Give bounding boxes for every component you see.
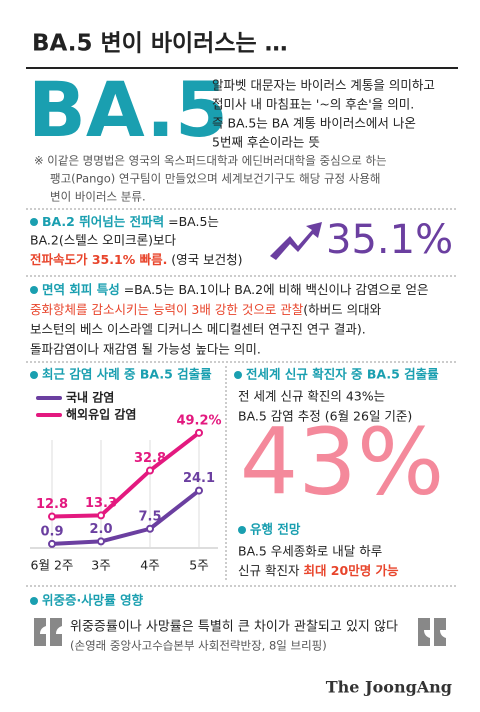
point bbox=[146, 524, 154, 533]
description: 알파벳 대문자는 바이러스 계통을 의미하고 접미사 내 마침표는 '~의 후손… bbox=[212, 78, 435, 150]
note-line: ※ 이같은 명명법은 영국의 옥스퍼드대학과 에딘버러대학을 중심으로 하는 bbox=[34, 154, 387, 168]
note: ※ 이같은 명명법은 영국의 옥스퍼드대학과 에딘버러대학을 중심으로 하는 팽… bbox=[34, 154, 387, 204]
value-label: 12.8 bbox=[36, 497, 68, 512]
value-label: 2.0 bbox=[89, 522, 112, 537]
title: BA.5 변이 바이러스는 … bbox=[32, 31, 288, 57]
rise-arrow bbox=[270, 222, 322, 260]
description-line: 5번째 후손이라는 뜻 bbox=[212, 135, 320, 150]
quote-source: (손영래 중앙사고수습본부 사회전략반장, 8일 브리핑) bbox=[70, 639, 327, 653]
bullet bbox=[234, 371, 242, 379]
description-line: 접미사 내 마침표는 '~의 후손'을 의미. bbox=[212, 97, 414, 112]
point bbox=[97, 511, 105, 520]
value-label: 49.2% bbox=[176, 413, 221, 428]
immune-line: 면역 회피 특성 =BA.5는 BA.1이나 BA.2에 비해 백신이나 감염으… bbox=[42, 282, 429, 297]
chart-title: 최근 감염 사례 중 BA.5 검출률 bbox=[42, 367, 212, 382]
legend-label: 국내 감염 bbox=[66, 390, 114, 405]
highlight: 중화항체를 감소시키는 능력이 3배 강한 것으로 관찰 bbox=[30, 302, 304, 317]
heading: 면역 회피 특성 bbox=[42, 282, 120, 297]
note-line: 변이 바이러스 분류. bbox=[50, 190, 146, 204]
source: (영국 보건청) bbox=[167, 252, 242, 267]
point bbox=[48, 539, 56, 548]
description-line: 즉 BA.5는 BA 계통 바이러스에서 나온 bbox=[212, 116, 416, 131]
lead: =BA.5는 BA.1이나 BA.2에 비해 백신이나 감염으로 얻은 bbox=[120, 282, 429, 297]
value-label: 24.1 bbox=[183, 471, 215, 486]
severity-heading: 위중증·사망률 영향 bbox=[42, 593, 144, 608]
bullet bbox=[238, 526, 246, 534]
global-figure: 43% bbox=[240, 408, 444, 515]
outlook-line: 신규 확진자 최대 20만명 가능 bbox=[238, 563, 399, 578]
global-heading: 전세계 신규 확진자 중 BA.5 검출률 bbox=[246, 367, 439, 382]
point bbox=[195, 486, 203, 495]
bullet bbox=[30, 218, 38, 226]
bullet bbox=[30, 286, 38, 294]
x-tick-label: 5주 bbox=[189, 558, 208, 573]
transmission-figure: 35.1% bbox=[326, 217, 453, 263]
note-line: 팽고(Pango) 연구팀이 만들었으며 세계보건기구도 해당 규정 사용해 bbox=[50, 172, 381, 186]
highlight: 전파속도가 35.1% 빠름. bbox=[30, 252, 167, 267]
legend-label: 해외유입 감염 bbox=[66, 407, 136, 422]
x-tick-label: 6월 2주 bbox=[31, 558, 74, 573]
value-label: 13.3 bbox=[85, 496, 117, 511]
quote: 위중증률이나 사망률은 특별히 큰 차이가 관찰되고 있지 않다 bbox=[70, 620, 398, 635]
point bbox=[146, 466, 154, 475]
bullet bbox=[30, 371, 38, 379]
open-quote bbox=[34, 618, 62, 646]
heading: BA.2 뛰어넘는 전파력 bbox=[42, 214, 164, 229]
bullet bbox=[30, 597, 38, 605]
global-line: BA.5 감염 추정 (6월 26일 기준) bbox=[238, 409, 412, 424]
outlook-heading: 유행 전망 bbox=[250, 522, 301, 537]
point bbox=[195, 428, 203, 437]
transmission-line: BA.2(스텔스 오미크론)보다 bbox=[30, 233, 177, 248]
immune-line: 돌파감염이나 재감염 될 가능성 높다는 의미. bbox=[30, 342, 261, 357]
prefix: 신규 확진자 bbox=[238, 563, 303, 578]
highlight: 최대 20만명 가능 bbox=[303, 563, 399, 578]
transmission-line: 전파속도가 35.1% 빠름. (영국 보건청) bbox=[30, 252, 243, 267]
point bbox=[48, 512, 56, 521]
variant-name: BA.5 bbox=[28, 65, 228, 154]
rest: (하버드 의대와 bbox=[303, 302, 381, 317]
value-label: 0.9 bbox=[40, 524, 63, 539]
description-line: 알파벳 대문자는 바이러스 계통을 의미하고 bbox=[212, 78, 435, 93]
lead: =BA.5는 bbox=[168, 214, 219, 229]
global-line: 전 세계 신규 확진의 43%는 bbox=[238, 389, 385, 404]
x-tick-label: 4주 bbox=[140, 558, 159, 573]
value-label: 7.5 bbox=[138, 509, 161, 524]
series-line bbox=[51, 488, 201, 546]
brand: The JoongAng bbox=[326, 678, 452, 697]
x-tick-label: 3주 bbox=[91, 558, 110, 573]
value-label: 32.8 bbox=[134, 451, 166, 466]
transmission-line: BA.2 뛰어넘는 전파력 =BA.5는 bbox=[42, 214, 219, 229]
outlook-line: BA.5 우세종화로 내달 하루 bbox=[238, 544, 382, 559]
series-line bbox=[51, 431, 201, 519]
immune-line: 중화항체를 감소시키는 능력이 3배 강한 것으로 관찰(하버드 의대와 bbox=[30, 302, 382, 317]
point bbox=[97, 537, 105, 546]
immune-line: 보스턴의 베스 이스라엘 디커니스 메디컬센터 연구진 연구 결과). bbox=[30, 322, 366, 337]
close-quote bbox=[418, 618, 446, 646]
